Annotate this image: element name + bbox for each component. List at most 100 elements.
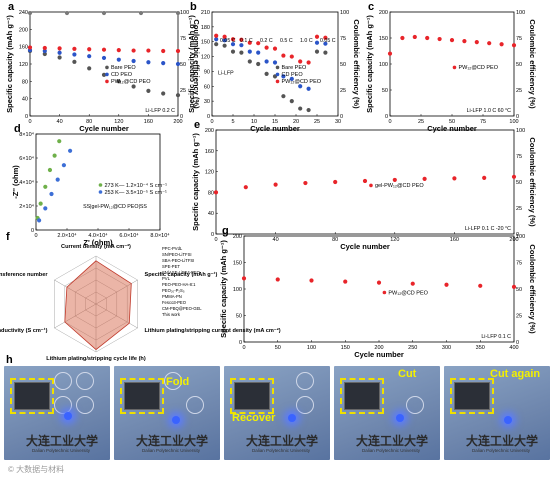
led-light: [288, 414, 296, 422]
led-light: [64, 412, 72, 420]
x-tick-label: 0: [214, 237, 217, 243]
y2-tick-label: 50: [180, 62, 186, 68]
data-point: [230, 37, 236, 42]
legend-marker: [275, 72, 280, 77]
data-point: [87, 54, 92, 59]
data-point: [239, 50, 244, 55]
y2-tick-label: 75: [516, 261, 522, 267]
x-tick-label: 30: [335, 119, 341, 125]
data-point: [131, 48, 136, 53]
data-point: [387, 51, 393, 56]
data-point: [27, 45, 33, 50]
highlight-box: [450, 378, 494, 414]
data-point: [52, 153, 57, 158]
y2-tick-label: 25: [516, 88, 522, 94]
rate-label: 0.5 C: [280, 38, 293, 44]
x-tick-label: 20: [293, 119, 299, 125]
radar-spoke: [95, 303, 138, 329]
y-tick-label: 150: [379, 36, 388, 42]
caption-cut: Cut: [398, 368, 417, 380]
data-point: [289, 54, 294, 59]
panel-g: g0 50 100 150 200 250 300 350 400050100150200Cyc…: [219, 225, 537, 359]
y2-tick-label: 50: [516, 62, 522, 68]
photo-5: Cut again 大连工业大学 Dalian Polytechnic Univ…: [444, 366, 550, 460]
y-tick-label: 50: [382, 88, 388, 94]
data-point: [146, 88, 151, 93]
data-point: [306, 60, 311, 65]
data-point: [116, 57, 121, 62]
data-point: [314, 49, 320, 54]
grid-circle: [164, 372, 182, 390]
data-point: [175, 48, 181, 54]
data-point: [412, 34, 417, 40]
data-point: [146, 60, 151, 65]
plot-frame: [29, 11, 179, 117]
data-point: [116, 79, 121, 84]
pouch-cell: [344, 382, 380, 410]
y-tick-label: 30: [204, 99, 210, 105]
highlight-box: [340, 378, 384, 414]
y-tick-label: 0: [25, 114, 28, 120]
data-point: [116, 48, 121, 53]
highlight-box: [120, 378, 164, 414]
data-point: [47, 167, 53, 173]
grid-circle: [186, 396, 204, 414]
data-point: [422, 176, 427, 181]
data-point: [214, 37, 219, 42]
university-name: Dalian Polytechnic University: [252, 448, 311, 453]
plot-frame: [243, 235, 515, 343]
y-tick-label: 120: [19, 62, 28, 68]
x-tick-label: 4.0×10⁴: [88, 232, 108, 239]
radar-legend-label: This work: [162, 312, 181, 317]
grid-circle: [296, 372, 314, 390]
x-tick-label: 160: [144, 119, 153, 125]
data-point: [72, 59, 77, 64]
university-logo: 大连工业大学: [246, 434, 319, 448]
data-point: [68, 148, 73, 153]
data-point: [281, 53, 286, 58]
condition-label: Li-LFP 1.0 C 60 °C: [467, 108, 512, 114]
x-tick-label: 120: [114, 119, 123, 125]
x-axis-title: Cycle number: [427, 124, 477, 133]
y2-axis-title: Coulombic efficiency (%): [528, 19, 537, 109]
data-point: [487, 41, 492, 46]
data-point: [474, 40, 479, 45]
panel-d: d 0 2.0×10⁴ 4.0×10⁴ 6.0×10⁴ 8.0×10⁴ 0 2×10⁴ 4×10…: [11, 123, 170, 247]
y-tick-label: 200: [19, 27, 28, 33]
data-point: [256, 61, 261, 67]
condition-label: Li-LFP 0.1 C -20 °C: [465, 226, 511, 232]
caption-cut-again: Cut again: [490, 368, 541, 380]
caption-recover: Recover: [232, 412, 276, 424]
data-point: [57, 139, 62, 144]
x-tick-label: 400: [509, 345, 518, 351]
x-tick-label: 300: [442, 345, 451, 351]
highlight-box: [10, 378, 54, 414]
data-point: [131, 58, 136, 64]
y-tick-label: 150: [201, 40, 210, 46]
radar-legend-label: Fesco3-PEO: [162, 300, 187, 305]
x-axis-title: Z' (ohm): [83, 238, 113, 247]
x-tick-label: 0: [388, 119, 391, 125]
data-point: [333, 179, 338, 185]
data-point: [43, 184, 48, 189]
data-point: [499, 42, 504, 47]
data-point: [437, 36, 442, 42]
university-name: Dalian Polytechnic University: [362, 448, 421, 453]
y-axis-title: -Z'' (ohm): [11, 165, 20, 199]
radar-chart: f Current density (mA cm⁻²) Specific capac…: [0, 231, 281, 362]
data-point: [101, 72, 107, 77]
data-point: [289, 99, 294, 104]
x-tick-label: 6.0×10⁴: [119, 232, 139, 239]
radar-legend-label: PMMA-PN: [162, 294, 182, 299]
data-point: [462, 39, 467, 44]
caption-fold: Fold: [166, 376, 190, 388]
data-point: [273, 182, 278, 187]
highlight-box: [230, 378, 274, 414]
y-tick-label: 90: [204, 69, 210, 75]
legend-marker: [452, 65, 457, 70]
pouch-cell: [454, 382, 490, 410]
panel-letter-h: h: [6, 354, 13, 366]
radar-legend-label: SBA-PEO-LiTFSI: [162, 258, 194, 263]
